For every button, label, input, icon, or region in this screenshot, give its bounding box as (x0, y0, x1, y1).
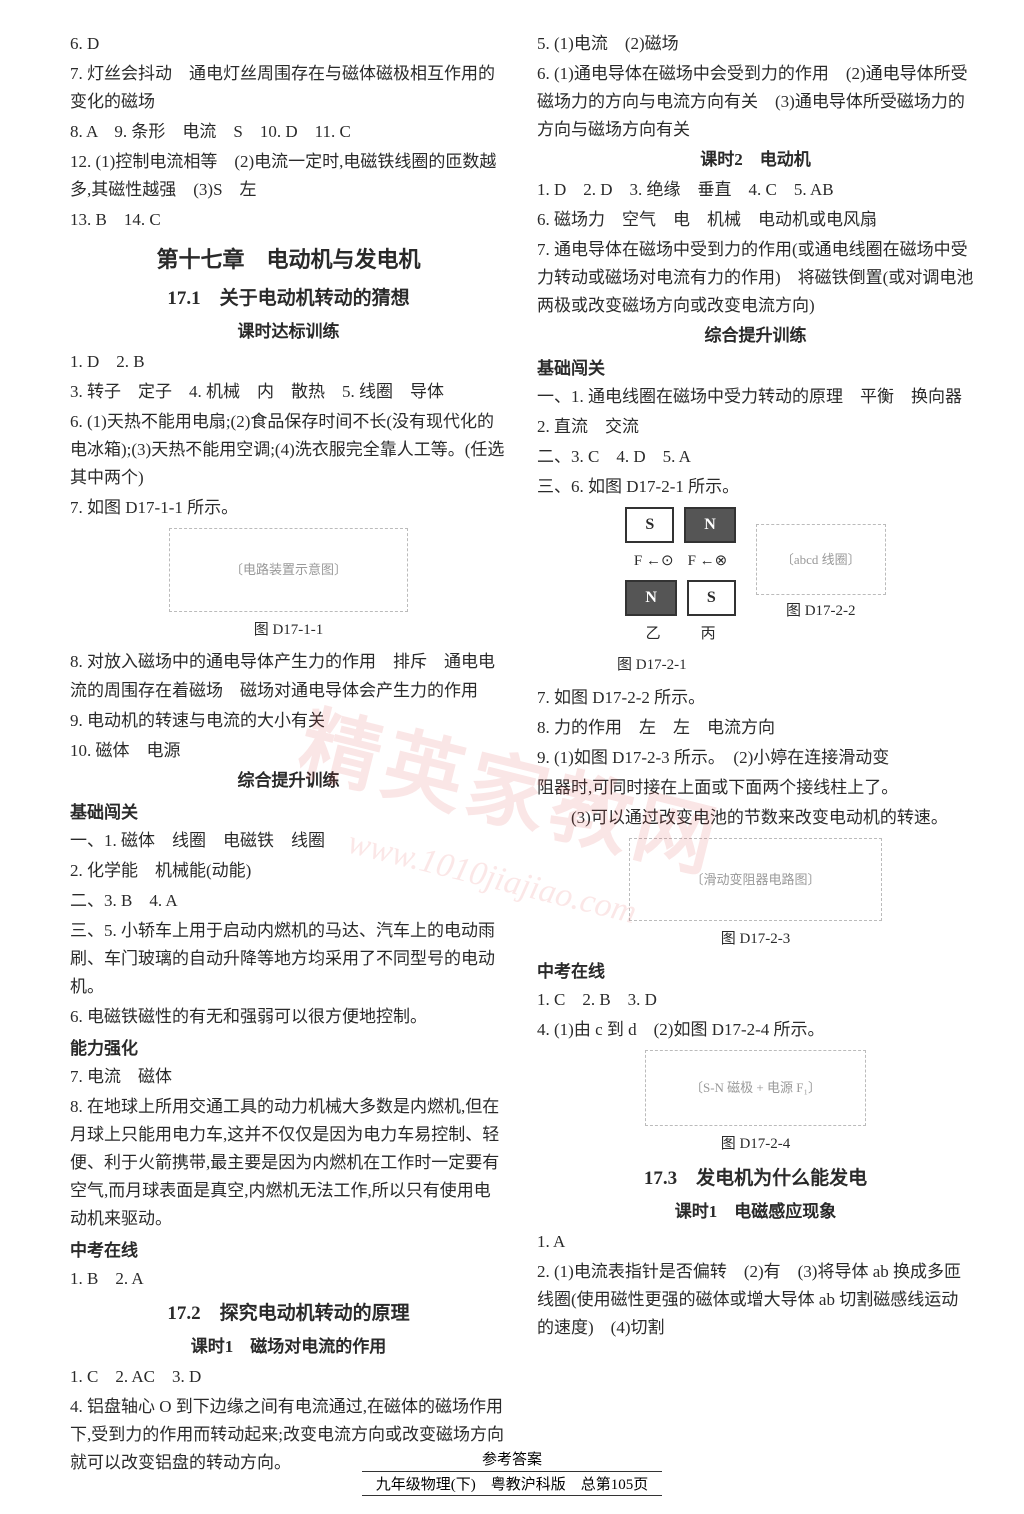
ans-c1: 一、1. 磁体 线圈 电磁铁 线圈 (70, 827, 507, 855)
coil-3d-icon: 〔abcd 线圈〕 (756, 524, 886, 595)
footer-page-info: 九年级物理(下) 粤教沪科版 总第105页 (362, 1471, 663, 1496)
ans-b10: 10. 磁体 电源 (70, 737, 507, 765)
figure-d17-2-1-and-2: S N F ←⊙ F ←⊗ N S 乙 丙 〔abcd 线圈〕 图 D17 (537, 507, 974, 647)
magnet-n-1: N (684, 507, 736, 543)
ans-e1: 1. B 2. A (70, 1265, 507, 1293)
ans-i2: 2. 直流 交流 (537, 413, 974, 441)
force-f1: F ←⊙ (634, 549, 674, 574)
ability-heading: 能力强化 (70, 1035, 507, 1063)
ans-g6: 6. (1)通电导体在磁场中会受到力的作用 (2)通电导体所受磁场力的方向与电流… (537, 60, 974, 144)
ans-h7: 7. 通电导体在磁场中受到力的作用(或通电线圈在磁场中受力转动或磁场对电流有力的… (537, 236, 974, 320)
ans-c2: 2. 化学能 机械能(动能) (70, 857, 507, 885)
lesson3-title: 课时1 电磁感应现象 (537, 1198, 974, 1226)
left-column: 6. D 7. 灯丝会抖动 通电灯丝周围存在与磁体磁极相互作用的变化的磁场 8.… (70, 30, 507, 1479)
ans-i3: 二、3. C 4. D 5. A (537, 443, 974, 471)
force-f2: F ←⊗ (688, 549, 728, 574)
ans-b7: 7. 如图 D17-1-1 所示。 (70, 494, 507, 522)
ans-d8: 8. 在地球上所用交通工具的动力机械大多数是内燃机,但在月球上只能用电力车,这并… (70, 1093, 507, 1233)
diagram-yi: S N F ←⊙ F ←⊗ N S 乙 丙 (625, 507, 735, 647)
lesson1-title: 课时1 磁场对电流的作用 (70, 1333, 507, 1361)
figure-d17-2-4-box: 〔S-N 磁极 + 电源 F₁〕 (645, 1050, 866, 1125)
figure-d17-2-1-caption: 图 D17-2-1 (537, 653, 974, 678)
exam-heading: 中考在线 (70, 1237, 507, 1265)
right-column: 5. (1)电流 (2)磁场 6. (1)通电导体在磁场中会受到力的作用 (2)… (537, 30, 974, 1479)
training-comprehensive-title: 综合提升训练 (70, 767, 507, 795)
ans-j7: 7. 如图 D17-2-2 所示。 (537, 684, 974, 712)
ans-c3: 二、3. B 4. A (70, 887, 507, 915)
training-standard-title: 课时达标训练 (70, 318, 507, 346)
ans-b1: 1. D 2. B (70, 348, 507, 376)
answer-12: 12. (1)控制电流相等 (2)电流一定时,电磁铁线圈的匝数越多,其磁性越强 … (70, 148, 507, 204)
ans-i6: 三、6. 如图 D17-2-1 所示。 (537, 473, 974, 501)
figure-d17-1-1-box: 〔电路装置示意图〕 (169, 528, 408, 611)
ans-m2: 2. (1)电流表指针是否偏转 (2)有 (3)将导体 ab 换成多匝线圈(使用… (537, 1258, 974, 1342)
footer-answers-label: 参考答案 (0, 1448, 1024, 1469)
ans-k4: 4. (1)由 c 到 d (2)如图 D17-2-4 所示。 (537, 1016, 974, 1044)
figure-d17-2-2-box: 〔abcd 线圈〕 图 D17-2-2 (756, 524, 886, 630)
figure-d17-2-4-caption: 图 D17-2-4 (537, 1132, 974, 1157)
training-comprehensive-2-title: 综合提升训练 (537, 322, 974, 350)
label-yi: 乙 (646, 622, 661, 647)
page-container: 6. D 7. 灯丝会抖动 通电灯丝周围存在与磁体磁极相互作用的变化的磁场 8.… (0, 0, 1024, 1479)
ans-j9a: 9. (1)如图 D17-2-3 所示。 (2)小婷在连接滑动变 (537, 744, 974, 772)
ans-b6: 6. (1)天热不能用电扇;(2)食品保存时间不长(没有现代化的电冰箱);(3)… (70, 408, 507, 492)
ans-j9b: 阻器时,可同时接在上面或下面两个接线柱上了。 (537, 774, 974, 802)
base-heading: 基础闯关 (70, 799, 507, 827)
figure-d17-2-3: 〔滑动变阻器电路图〕 (537, 838, 974, 921)
magnet-s-1: S (625, 507, 674, 543)
ans-m1: 1. A (537, 1228, 974, 1256)
ans-b3: 3. 转子 定子 4. 机械 内 散热 5. 线圈 导体 (70, 378, 507, 406)
ans-h6: 6. 磁场力 空气 电 机械 电动机或电风扇 (537, 206, 974, 234)
magnet-s-2: S (687, 580, 736, 616)
figure-d17-2-2-caption: 图 D17-2-2 (756, 599, 886, 624)
answer-8-11: 8. A 9. 条形 电流 S 10. D 11. C (70, 118, 507, 146)
figure-d17-2-3-caption: 图 D17-2-3 (537, 927, 974, 952)
chapter-17-title: 第十七章 电动机与发电机 (70, 242, 507, 278)
ans-h1: 1. D 2. D 3. 绝缘 垂直 4. C 5. AB (537, 176, 974, 204)
magnet-n-2: N (625, 580, 677, 616)
answer-6: 6. D (70, 30, 507, 58)
ans-b8: 8. 对放入磁场中的通电导体产生力的作用 排斥 通电电流的周围存在着磁场 磁场对… (70, 648, 507, 704)
page-footer: 参考答案 九年级物理(下) 粤教沪科版 总第105页 (0, 1448, 1024, 1496)
answer-7: 7. 灯丝会抖动 通电灯丝周围存在与磁体磁极相互作用的变化的磁场 (70, 60, 507, 116)
ans-j9c: (3)可以通过改变电池的节数来改变电动机的转速。 (537, 804, 974, 832)
lesson2-title: 课时2 电动机 (537, 146, 974, 174)
section-17-1-title: 17.1 关于电动机转动的猜想 (70, 283, 507, 314)
figure-d17-2-3-box: 〔滑动变阻器电路图〕 (629, 838, 881, 921)
section-17-3-title: 17.3 发电机为什么能发电 (537, 1163, 974, 1194)
ans-j8: 8. 力的作用 左 左 电流方向 (537, 714, 974, 742)
label-bing: 丙 (701, 622, 716, 647)
ans-b9: 9. 电动机的转速与电流的大小有关 (70, 707, 507, 735)
ans-g5: 5. (1)电流 (2)磁场 (537, 30, 974, 58)
base2-heading: 基础闯关 (537, 355, 974, 383)
ans-i1: 一、1. 通电线圈在磁场中受力转动的原理 平衡 换向器 (537, 383, 974, 411)
ans-k1: 1. C 2. B 3. D (537, 986, 974, 1014)
ans-c6: 6. 电磁铁磁性的有无和强弱可以很方便地控制。 (70, 1003, 507, 1031)
ans-c5: 三、5. 小轿车上用于启动内燃机的马达、汽车上的电动雨刷、车门玻璃的自动升降等地… (70, 917, 507, 1001)
figure-d17-2-4: 〔S-N 磁极 + 电源 F₁〕 (537, 1050, 974, 1125)
figure-d17-1-1-caption: 图 D17-1-1 (70, 618, 507, 643)
figure-d17-1-1: 〔电路装置示意图〕 (70, 528, 507, 611)
ans-f1: 1. C 2. AC 3. D (70, 1363, 507, 1391)
answer-13-14: 13. B 14. C (70, 206, 507, 234)
section-17-2-title: 17.2 探究电动机转动的原理 (70, 1298, 507, 1329)
ans-d7: 7. 电流 磁体 (70, 1063, 507, 1091)
exam2-heading: 中考在线 (537, 958, 974, 986)
